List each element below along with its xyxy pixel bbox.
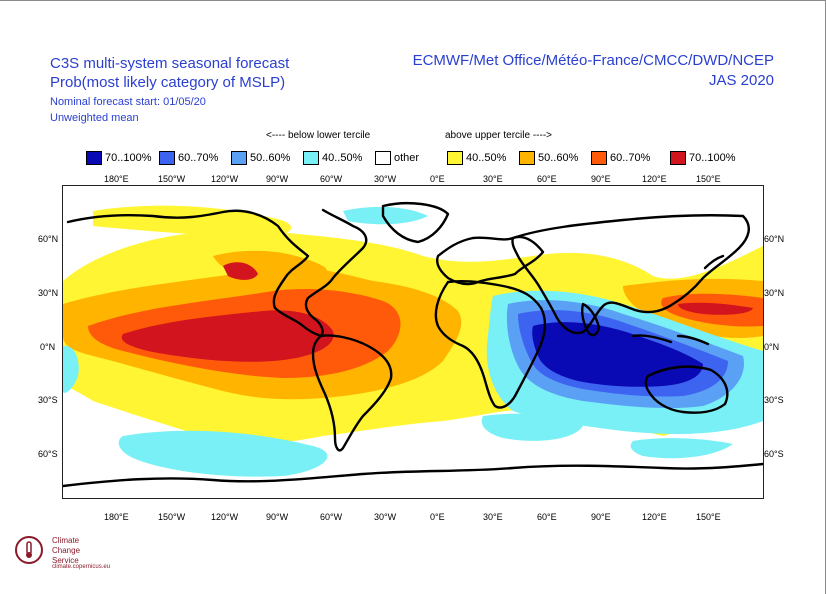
legend-label: other — [394, 152, 420, 164]
lat-label-right: 60°N — [764, 234, 785, 244]
title-block-left: C3S multi-system seasonal forecast Prob(… — [50, 54, 289, 125]
map-canvas — [63, 201, 763, 488]
forecast-title: C3S multi-system seasonal forecast — [50, 55, 290, 72]
coast-india — [581, 302, 601, 337]
lon-label-bottom: 30°W — [374, 512, 397, 522]
legend-below-label: <---- below lower tercile — [266, 130, 371, 141]
lon-label-top: 30°W — [374, 174, 397, 184]
lon-label-bottom: 30°E — [483, 512, 503, 522]
legend-swatch — [375, 151, 391, 165]
lon-label-top: 90°W — [266, 174, 289, 184]
coast-south-america — [311, 334, 393, 452]
probability-fields — [63, 205, 763, 477]
legend-label: 50..60% — [250, 152, 291, 164]
legend-above-label: above upper tercile ----> — [445, 130, 552, 141]
field-cyan — [630, 438, 733, 459]
legend-label: 50..60% — [538, 152, 579, 164]
lat-label-right: 60°S — [764, 449, 784, 459]
lon-label-bottom: 90°E — [591, 512, 611, 522]
lat-label-right: 30°S — [764, 395, 784, 405]
legend-swatch — [519, 151, 535, 165]
forecast-season: JAS 2020 — [708, 72, 774, 89]
legend-label: 40..50% — [466, 152, 507, 164]
legend-swatch — [591, 151, 607, 165]
lon-label-bottom: 60°W — [320, 512, 343, 522]
logo-url: climate.copernicus.eu — [52, 564, 111, 570]
field-red — [223, 262, 258, 280]
logo-line2: Change Service — [52, 546, 81, 565]
legend-swatch — [670, 151, 686, 165]
lat-label-right: 30°N — [764, 288, 785, 298]
lon-label-top: 120°E — [642, 174, 667, 184]
lon-label-top: 0°E — [430, 174, 445, 184]
legend-swatch — [86, 151, 102, 165]
lon-label-top: 30°E — [483, 174, 503, 184]
coast-asia — [511, 214, 750, 335]
field-red — [678, 302, 753, 315]
forecast-weighting: Unweighted mean — [50, 112, 139, 124]
lat-label-left: 60°S — [38, 449, 58, 459]
forecast-map — [62, 185, 764, 499]
forecast-variable: Prob(most likely category of MSLP) — [50, 74, 286, 91]
logo-line1: Climate — [52, 536, 80, 545]
legend-label: 60..70% — [610, 152, 651, 164]
field-red — [121, 310, 334, 362]
legend-label: 40..50% — [322, 152, 363, 164]
lat-label-left: 0°N — [40, 342, 56, 352]
field-cyan — [343, 206, 428, 225]
lon-label-top: 60°W — [320, 174, 343, 184]
coast-europe — [436, 235, 545, 286]
frame-top-border — [0, 0, 826, 1]
lon-label-bottom: 0°E — [430, 512, 445, 522]
legend-swatch — [159, 151, 175, 165]
forecast-centres: ECMWF/Met Office/Météo-France/CMCC/DWD/N… — [412, 52, 774, 69]
lon-label-top: 150°W — [158, 174, 186, 184]
lon-label-bottom: 150°E — [696, 512, 721, 522]
lon-label-bottom: 120°W — [211, 512, 239, 522]
lat-label-right: 0°N — [764, 342, 780, 352]
lon-label-top: 180°E — [104, 174, 129, 184]
field-cyan — [118, 430, 328, 477]
coast-australia — [644, 365, 729, 414]
lon-label-bottom: 150°W — [158, 512, 186, 522]
climate-service-icon — [15, 536, 43, 564]
coast-antarctica — [63, 462, 763, 488]
forecast-start: Nominal forecast start: 01/05/20 — [50, 96, 206, 108]
legend-label: 60..70% — [178, 152, 219, 164]
lon-label-bottom: 180°E — [104, 512, 129, 522]
lat-label-left: 60°N — [38, 234, 59, 244]
legend-swatch — [447, 151, 463, 165]
coast-indonesia — [631, 334, 710, 346]
field-cyan — [481, 413, 583, 441]
legend-label: 70..100% — [689, 152, 736, 164]
coast-greenland — [381, 201, 450, 244]
coast-north-america — [66, 208, 368, 338]
legend-swatch — [231, 151, 247, 165]
lon-label-top: 150°E — [696, 174, 721, 184]
legend-swatch — [303, 151, 319, 165]
lat-label-left: 30°N — [38, 288, 59, 298]
lon-label-top: 60°E — [537, 174, 557, 184]
lon-label-top: 120°W — [211, 174, 239, 184]
lon-label-top: 90°E — [591, 174, 611, 184]
field-yellow — [93, 205, 292, 238]
lon-label-bottom: 60°E — [537, 512, 557, 522]
lon-label-bottom: 120°E — [642, 512, 667, 522]
coast-africa — [434, 280, 547, 409]
field-cyan — [63, 345, 79, 393]
lat-label-left: 30°S — [38, 395, 58, 405]
title-block-right: ECMWF/Met Office/Météo-France/CMCC/DWD/N… — [413, 51, 774, 91]
coast-japan — [703, 254, 725, 270]
legend-label: 70..100% — [105, 152, 152, 164]
logo-text: Climate Change Service — [52, 536, 80, 566]
lon-label-bottom: 90°W — [266, 512, 289, 522]
coastlines — [63, 201, 763, 488]
